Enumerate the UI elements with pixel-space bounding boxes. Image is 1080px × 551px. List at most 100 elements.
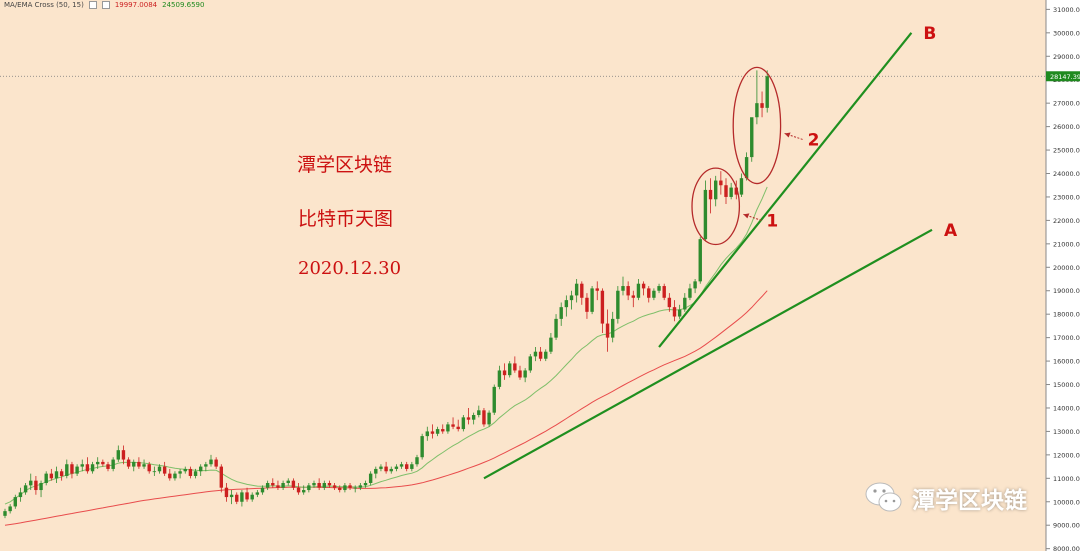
candle [477, 405, 481, 418]
candle [255, 490, 260, 498]
candle-body [379, 466, 383, 469]
candle-body [487, 412, 491, 425]
candle-body [523, 370, 527, 378]
candle [23, 483, 28, 495]
candle-body [698, 239, 702, 282]
y-tick-label: 21000.00 [1053, 240, 1080, 248]
candle [518, 365, 522, 380]
candle-body [80, 464, 84, 467]
candle [59, 468, 64, 481]
candle [327, 480, 332, 488]
highlight-circle-2 [732, 66, 782, 185]
candle-body [302, 490, 306, 493]
candle-body [214, 459, 218, 467]
candle-body [322, 483, 326, 488]
candle [647, 286, 651, 303]
candle [410, 461, 414, 472]
y-tick-label: 26000.00 [1053, 123, 1080, 131]
candle-body [209, 459, 213, 465]
candle [137, 457, 141, 469]
candle [466, 407, 471, 425]
candle [209, 454, 213, 467]
candle-body [544, 351, 548, 359]
candle [523, 368, 527, 383]
settings-icon[interactable] [88, 1, 97, 9]
last-price-label: 28147.39 [1050, 73, 1080, 81]
candle-body [580, 283, 584, 298]
candle [281, 480, 285, 491]
candle [533, 347, 538, 362]
candle [260, 485, 265, 495]
candle [600, 288, 605, 333]
candle [132, 459, 136, 472]
candle-body [75, 466, 79, 474]
candle [142, 459, 146, 469]
candle-body [101, 461, 105, 465]
candle-body [358, 485, 363, 488]
candle-body [39, 483, 43, 491]
candle [724, 178, 728, 204]
candle [626, 281, 630, 301]
candle-body [353, 487, 357, 489]
last-price-tag [1046, 71, 1080, 82]
candle [703, 180, 708, 242]
candle [508, 361, 512, 378]
candle [708, 178, 713, 214]
candle [461, 415, 466, 432]
candle [574, 279, 579, 303]
y-tick-label: 13000.00 [1053, 428, 1080, 436]
candle-body [137, 461, 141, 467]
candle [394, 464, 399, 472]
candle-body [513, 363, 517, 371]
candle-body [312, 483, 316, 486]
y-tick-label: 27000.00 [1053, 100, 1080, 108]
candle [65, 459, 69, 479]
candle-body [430, 431, 435, 434]
indicator-value-fast: 24509.6590 [162, 1, 205, 9]
close-icon[interactable] [101, 1, 110, 9]
candle-body [616, 290, 620, 319]
candle-body [307, 485, 311, 491]
candle [683, 293, 687, 312]
candle-body [611, 318, 615, 338]
candle-body [250, 494, 254, 500]
candle [631, 290, 635, 308]
candle [425, 426, 429, 441]
candle [564, 295, 569, 317]
candle [85, 457, 90, 474]
candle [240, 490, 244, 507]
candle [106, 461, 110, 472]
candle-body [162, 466, 167, 474]
candle-body [13, 497, 17, 507]
candle [183, 466, 187, 474]
candle [379, 464, 383, 472]
candle [34, 475, 38, 495]
candle [698, 236, 702, 284]
candle-body [724, 185, 728, 197]
candle [49, 468, 54, 481]
candle [353, 485, 357, 493]
candle-body [168, 473, 172, 479]
candle-body [688, 288, 692, 298]
candle-body [173, 473, 177, 479]
candle-body [245, 492, 249, 500]
indicator-legend: MA/EMA Cross (50, 15) 19997.0084 24509.6… [4, 1, 204, 9]
candle [456, 419, 460, 432]
candle-body [255, 492, 260, 495]
candle-body [482, 410, 486, 425]
candle [54, 466, 59, 484]
trendline-label-a: A [944, 221, 958, 241]
candle-body [672, 307, 677, 317]
y-tick-label: 12000.00 [1053, 451, 1080, 459]
candle-body [389, 468, 393, 472]
y-tick-label: 24000.00 [1053, 170, 1080, 178]
candle-body [410, 464, 414, 469]
candle-body [219, 466, 223, 488]
candle [714, 175, 718, 207]
y-tick-label: 14000.00 [1053, 404, 1080, 412]
candle [739, 173, 744, 197]
candle [605, 309, 610, 352]
candle [688, 283, 692, 301]
arrow-head-2 [784, 132, 791, 138]
wechat-icon [865, 482, 902, 512]
